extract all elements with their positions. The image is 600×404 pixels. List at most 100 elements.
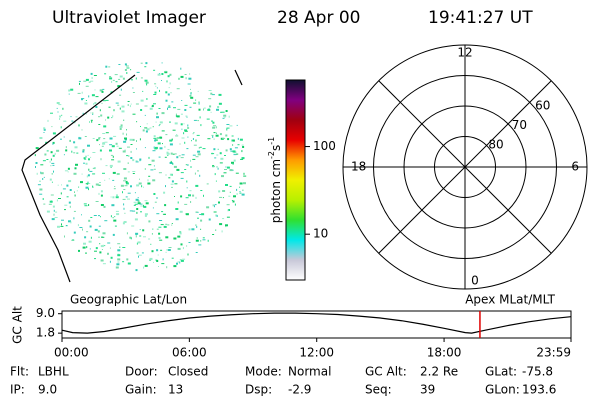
pixel [95,201,99,202]
pixel [181,100,183,101]
pixel [46,150,49,152]
pixel [121,105,125,108]
pixel [35,162,38,164]
pixel [84,102,88,105]
pixel [222,117,225,119]
pixel [85,186,89,189]
pixel [212,204,214,207]
pixel [171,173,173,176]
pixel [62,107,64,110]
pixel [132,92,135,93]
pixel [79,82,80,85]
pixel [195,224,197,226]
pixel [49,160,51,163]
pixel [208,98,212,100]
pixel [216,166,218,168]
pixel [49,178,52,181]
pixel [243,175,247,177]
pixel [158,266,159,267]
pixel [82,150,85,153]
pixel [102,142,106,145]
pixel [241,157,245,160]
pixel [199,146,202,148]
pixel [105,119,106,121]
pixel [169,143,173,146]
pixel [240,158,244,160]
pixel [110,167,112,168]
pixel [187,253,189,256]
pixel [208,108,210,110]
pixel [135,77,137,80]
pixel [138,255,139,258]
pixel [158,232,161,235]
pixel [146,123,148,125]
pixel [52,142,54,145]
pixel [130,185,132,188]
pixel [113,188,116,190]
field-value: -2.9 [288,383,311,397]
pixel [165,91,168,94]
pixel [127,198,130,200]
pixel [175,115,177,118]
pixel [162,143,163,145]
pixel [129,105,131,108]
pixel [192,194,195,197]
pixel [105,132,109,134]
pixel [165,174,167,176]
pixel [82,149,85,151]
pixel [143,266,145,269]
pixel [152,150,156,152]
pixel [200,219,203,222]
pixel [224,117,226,118]
pixel [158,237,161,239]
pixel [159,89,160,92]
pixel [107,116,110,119]
pixel [151,159,155,162]
pixel [117,243,121,245]
pixel [122,198,126,200]
pixel [117,249,121,252]
pixel [224,169,227,170]
pixel [43,132,45,133]
pixel [83,203,87,205]
pixel [65,146,67,149]
pixel [86,175,88,178]
pixel [225,224,228,227]
pixel [90,80,94,82]
pixel [144,168,146,170]
pixel [241,193,245,196]
pixel [122,132,124,135]
pixel [242,146,245,148]
pixel [58,104,62,106]
pixel [111,204,115,207]
limb-boundary [21,74,136,283]
pixel [108,106,111,108]
pixel [56,102,60,104]
pixel [135,103,139,105]
pixel [195,239,199,242]
pixel [57,111,59,113]
pixel [43,127,46,130]
pixel [189,73,191,75]
pixel [184,104,188,106]
pixel [70,116,72,118]
pixel [124,69,127,71]
pixel [174,183,178,185]
pixel [197,170,199,172]
pixel [176,168,180,171]
pixel [81,129,83,131]
pixel [123,221,127,223]
pixel [173,265,177,268]
pixel [122,261,125,263]
pixel [132,113,136,115]
pixel [73,122,76,124]
pixel [180,172,184,174]
pixel [193,102,197,104]
pixel [188,194,191,197]
pixel [149,257,153,260]
mlt-label: 6 [571,160,579,174]
pixel [85,85,89,87]
pixel [154,91,157,94]
pixel [214,205,215,208]
pixel [136,252,139,255]
